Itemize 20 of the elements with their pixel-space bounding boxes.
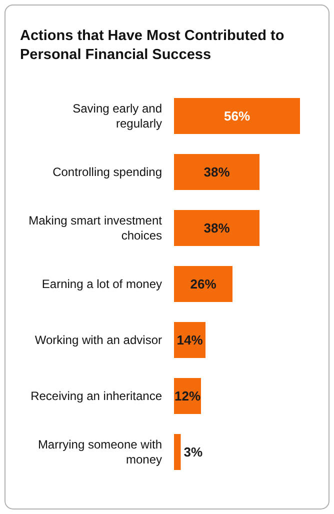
y-tick-label: Earning a lot of money — [42, 277, 162, 292]
data-label: 14% — [176, 332, 204, 348]
data-label: 38% — [204, 220, 230, 236]
y-tick-label: Controlling spending — [52, 165, 162, 180]
y-tick-label: Marrying someone with money — [38, 438, 162, 467]
y-tick-label: Making smart investment choices — [28, 214, 163, 243]
bar — [174, 434, 181, 470]
data-label: 3% — [184, 444, 203, 460]
bar — [174, 154, 260, 190]
data-label: 56% — [224, 108, 250, 124]
bar — [174, 210, 260, 246]
chart-title: Actions that Have Most Contributed to Personal Financial Success — [20, 28, 284, 63]
data-label: 38% — [204, 164, 230, 180]
data-label: 12% — [174, 388, 201, 404]
bar — [174, 266, 232, 302]
y-tick-label: Working with an advisor — [34, 333, 162, 348]
data-label: 26% — [190, 276, 217, 292]
y-tick-label: Receiving an inheritance — [30, 389, 162, 404]
bar — [174, 98, 300, 134]
y-tick-label: Saving early and regularly — [72, 102, 162, 131]
